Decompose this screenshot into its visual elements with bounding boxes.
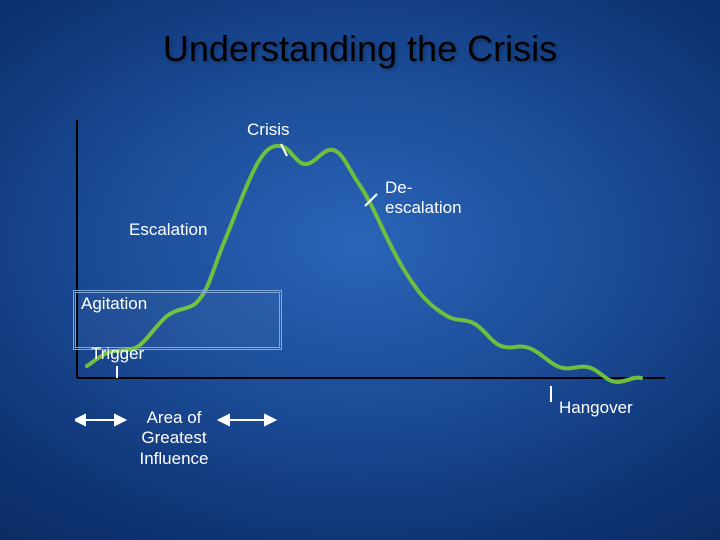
agitation-label: Agitation	[81, 294, 147, 314]
crisis-label: Crisis	[247, 120, 290, 140]
aoi-label: Area of Greatest Influence	[129, 408, 219, 469]
trigger-label: Trigger	[91, 344, 144, 364]
escalation-label: Escalation	[129, 220, 207, 240]
hangover-label: Hangover	[559, 398, 633, 418]
deescalation-label: De- escalation	[385, 178, 462, 218]
aoi-arrow-right	[219, 415, 275, 425]
aoi-arrow-left	[75, 415, 125, 425]
crisis-chart: Crisis Escalation De- escalation Agitati…	[75, 120, 665, 400]
page-title: Understanding the Crisis	[0, 28, 720, 70]
